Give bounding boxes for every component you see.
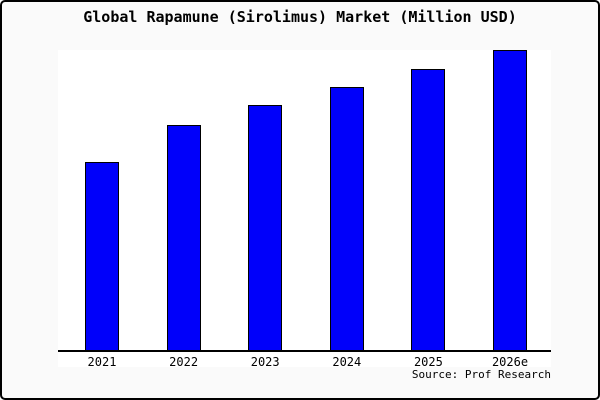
plot-area: 2021 2022 2023 2024 2025 2026e [58,50,551,369]
bar-2021 [85,162,119,351]
x-axis-label-2026e: 2026e [491,355,529,369]
bar-2024 [329,87,364,351]
chart-title: Global Rapamune (Sirolimus) Market (Mill… [83,8,517,26]
bar-2025 [411,69,446,351]
x-axis-label-2022: 2022 [169,355,199,369]
x-axis-line [58,350,551,352]
bar-2026e [493,50,527,351]
x-axis-label-2025: 2025 [413,355,443,369]
x-axis-label-2024: 2024 [332,355,362,369]
bar-2023 [248,105,283,351]
x-axis-label-2021: 2021 [87,355,117,369]
x-axis-label-2023: 2023 [250,355,280,369]
source-attribution-text: Source: Prof Research [411,368,551,381]
bar-2022 [166,125,201,351]
